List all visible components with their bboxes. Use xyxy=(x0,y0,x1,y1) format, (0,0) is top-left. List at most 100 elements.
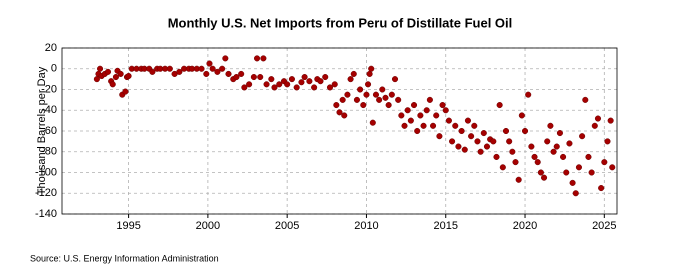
point xyxy=(550,148,557,155)
x-tick-label: 2025 xyxy=(592,220,616,232)
point xyxy=(430,122,437,129)
point xyxy=(604,138,611,145)
point xyxy=(288,76,295,83)
point xyxy=(203,70,210,77)
y-tick-label: -100 xyxy=(35,166,57,178)
point xyxy=(271,84,278,91)
point xyxy=(480,130,487,137)
point xyxy=(556,130,563,137)
point xyxy=(401,122,408,129)
point xyxy=(582,96,589,103)
point xyxy=(341,112,348,119)
point xyxy=(537,169,544,176)
point xyxy=(364,81,372,88)
point xyxy=(353,96,360,103)
point xyxy=(575,164,582,171)
point xyxy=(363,91,370,98)
y-tick-label: -20 xyxy=(41,83,57,95)
point xyxy=(339,96,346,103)
point xyxy=(125,72,132,80)
point xyxy=(541,174,548,181)
point xyxy=(222,55,229,62)
point xyxy=(344,91,351,98)
point xyxy=(496,102,503,109)
point xyxy=(544,138,551,145)
point xyxy=(464,117,471,124)
point xyxy=(598,185,605,192)
point xyxy=(284,81,291,88)
x-tick-label: 2010 xyxy=(354,220,378,232)
point xyxy=(368,65,375,72)
point xyxy=(366,70,373,77)
point xyxy=(347,76,354,83)
point xyxy=(439,102,446,109)
y-tick-label: -120 xyxy=(35,187,57,199)
point xyxy=(607,117,614,124)
point xyxy=(566,140,573,147)
y-axis-label: Thousand Barrels per Day xyxy=(36,66,48,195)
x-tick-label: 2020 xyxy=(513,220,537,232)
point xyxy=(452,122,459,129)
point xyxy=(499,164,506,171)
point xyxy=(449,138,456,145)
point xyxy=(563,169,570,176)
point xyxy=(525,91,532,98)
point xyxy=(474,138,481,145)
y-tick-label: -60 xyxy=(41,125,57,137)
point xyxy=(572,190,579,197)
point xyxy=(391,76,399,83)
point xyxy=(414,127,421,135)
point xyxy=(458,127,465,135)
x-tick-label: 2015 xyxy=(434,220,458,232)
point xyxy=(263,81,270,88)
point xyxy=(442,107,449,114)
point xyxy=(601,159,608,166)
point xyxy=(585,153,592,160)
point xyxy=(506,138,513,145)
point xyxy=(241,84,248,91)
point xyxy=(477,148,484,155)
x-tick-label: 2005 xyxy=(275,220,299,232)
point xyxy=(372,91,380,98)
point xyxy=(317,78,324,85)
point xyxy=(238,70,245,77)
point xyxy=(594,115,602,122)
point xyxy=(518,112,525,119)
point xyxy=(333,102,340,109)
point xyxy=(219,65,226,72)
point xyxy=(112,74,119,81)
point xyxy=(298,79,305,86)
x-tick-label: 2000 xyxy=(196,220,220,232)
point xyxy=(445,117,452,124)
point xyxy=(176,68,183,75)
point xyxy=(609,164,616,171)
point xyxy=(515,176,522,183)
point xyxy=(326,84,334,91)
point xyxy=(246,81,253,88)
point xyxy=(149,68,156,75)
point xyxy=(534,159,541,166)
point xyxy=(553,143,560,150)
point xyxy=(426,96,433,103)
source-note: Source: U.S. Energy Information Administ… xyxy=(30,253,219,263)
point xyxy=(276,81,283,88)
point xyxy=(379,86,386,93)
point xyxy=(311,84,318,91)
point xyxy=(490,138,497,145)
point xyxy=(225,70,232,77)
point xyxy=(433,112,440,119)
point xyxy=(385,102,392,109)
y-tick-label: -40 xyxy=(41,104,57,116)
point xyxy=(257,74,264,81)
point xyxy=(109,81,116,88)
y-tick-label: -140 xyxy=(35,208,57,220)
point xyxy=(395,96,402,103)
point xyxy=(209,65,216,72)
point xyxy=(250,74,257,81)
point xyxy=(547,122,554,129)
point xyxy=(410,102,418,109)
point xyxy=(117,70,124,77)
point xyxy=(350,70,357,77)
point xyxy=(483,143,491,150)
point xyxy=(382,94,389,101)
